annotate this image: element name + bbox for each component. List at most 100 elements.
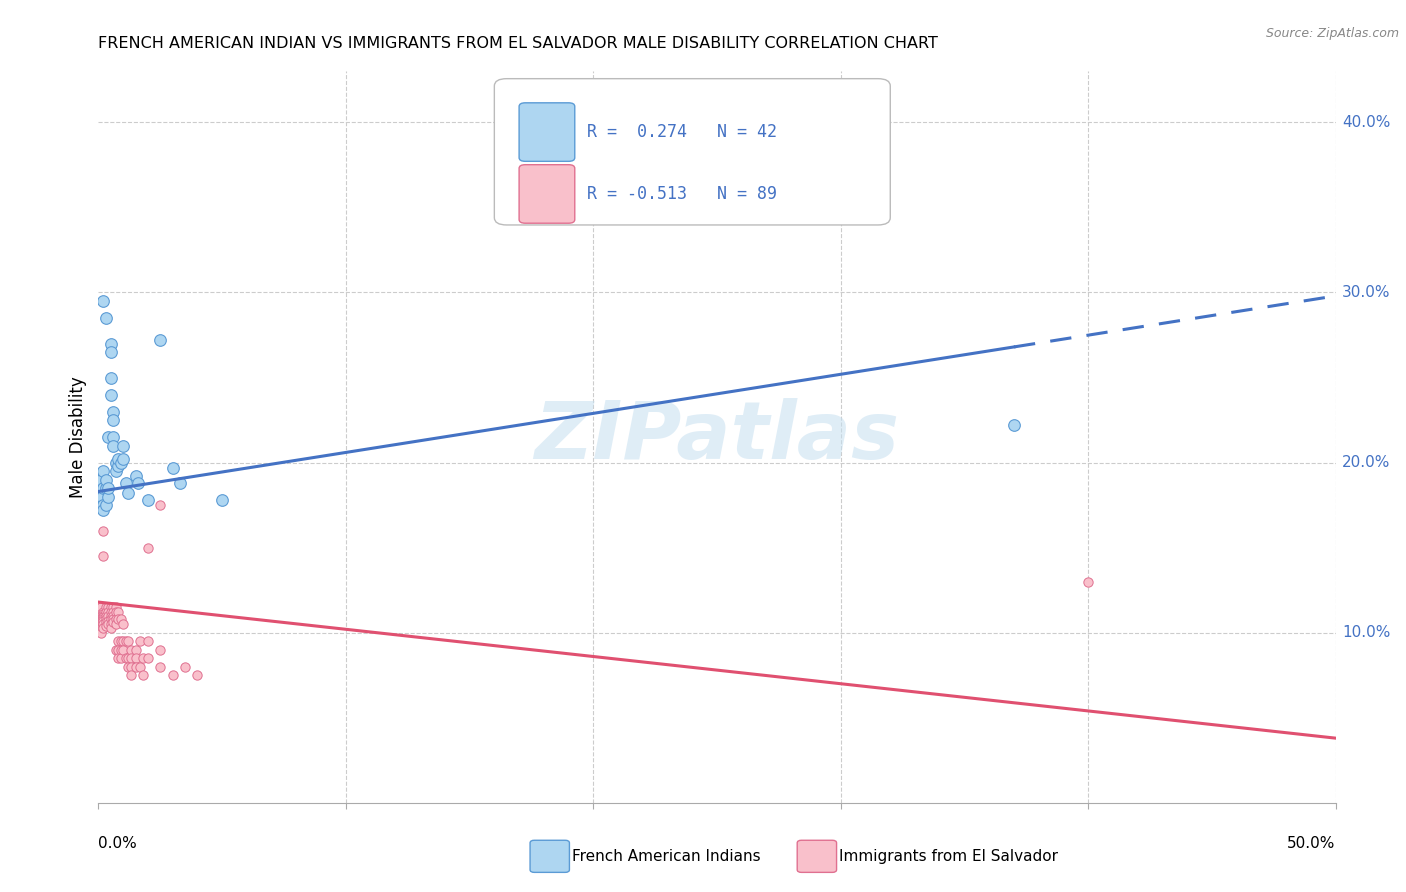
Text: 30.0%: 30.0%: [1341, 285, 1391, 300]
Point: [90, 498, 112, 512]
Point: [174, 659, 197, 673]
Point: [103, 608, 125, 623]
Point: [104, 605, 127, 619]
Point: [100, 336, 122, 351]
Text: FRENCH AMERICAN INDIAN VS IMMIGRANTS FROM EL SALVADOR MALE DISABILITY CORRELATIO: FRENCH AMERICAN INDIAN VS IMMIGRANTS FRO…: [98, 36, 938, 51]
Point: [100, 370, 122, 384]
Point: [94, 600, 117, 615]
Point: [136, 493, 159, 508]
Point: [132, 651, 155, 665]
Point: [129, 634, 152, 648]
Point: [94, 605, 117, 619]
FancyBboxPatch shape: [519, 103, 575, 161]
Point: [94, 498, 117, 512]
Point: [112, 642, 135, 657]
Point: [114, 634, 136, 648]
Point: [93, 549, 115, 563]
Point: [91, 490, 114, 504]
Point: [100, 600, 122, 615]
Point: [103, 413, 125, 427]
Point: [91, 498, 114, 512]
Point: [127, 475, 149, 490]
Point: [117, 659, 139, 673]
Point: [117, 486, 139, 500]
Point: [93, 605, 115, 619]
Point: [90, 621, 112, 635]
Point: [100, 612, 122, 626]
Point: [112, 452, 135, 467]
Point: [94, 481, 117, 495]
Point: [103, 430, 125, 444]
Point: [97, 605, 120, 619]
Point: [149, 333, 172, 347]
Point: [90, 625, 112, 640]
Point: [107, 612, 129, 626]
Point: [124, 469, 146, 483]
Point: [100, 617, 122, 632]
FancyBboxPatch shape: [519, 165, 575, 223]
Text: Immigrants from El Salvador: Immigrants from El Salvador: [839, 849, 1059, 863]
Text: 0.0%: 0.0%: [98, 836, 138, 851]
Point: [93, 607, 115, 621]
Point: [94, 619, 117, 633]
Point: [149, 659, 172, 673]
Point: [110, 612, 132, 626]
Point: [120, 659, 142, 673]
Text: 40.0%: 40.0%: [1341, 115, 1391, 130]
Point: [103, 605, 125, 619]
Point: [93, 524, 115, 538]
Point: [120, 651, 142, 665]
Point: [110, 634, 132, 648]
Point: [94, 608, 117, 623]
Point: [90, 617, 112, 632]
Point: [90, 619, 112, 633]
Point: [124, 642, 146, 657]
Point: [90, 621, 112, 635]
Point: [149, 642, 172, 657]
Point: [100, 605, 122, 619]
Point: [124, 651, 146, 665]
Point: [100, 387, 122, 401]
Point: [100, 608, 122, 623]
Point: [90, 615, 112, 630]
Point: [90, 600, 112, 615]
Point: [93, 293, 115, 308]
Text: 20.0%: 20.0%: [1341, 455, 1391, 470]
Point: [97, 617, 120, 632]
Point: [93, 608, 115, 623]
Point: [100, 345, 122, 359]
Point: [110, 456, 132, 470]
Point: [97, 614, 120, 628]
Point: [1002, 418, 1025, 433]
Point: [114, 475, 136, 490]
Text: ZIPatlas: ZIPatlas: [534, 398, 900, 476]
Text: R = -0.513   N = 89: R = -0.513 N = 89: [588, 185, 778, 203]
Point: [124, 659, 146, 673]
Point: [103, 612, 125, 626]
Point: [110, 651, 132, 665]
Point: [93, 481, 115, 495]
Point: [90, 608, 112, 623]
Point: [104, 456, 127, 470]
Text: 50.0%: 50.0%: [1288, 836, 1336, 851]
Point: [132, 668, 155, 682]
Y-axis label: Male Disability: Male Disability: [69, 376, 87, 498]
Point: [110, 642, 132, 657]
Text: R =  0.274   N = 42: R = 0.274 N = 42: [588, 123, 778, 141]
Text: 10.0%: 10.0%: [1341, 625, 1391, 640]
Point: [162, 460, 184, 475]
Point: [112, 439, 135, 453]
Point: [120, 651, 142, 665]
FancyBboxPatch shape: [495, 78, 890, 225]
Point: [107, 605, 129, 619]
Point: [90, 473, 112, 487]
Point: [93, 498, 115, 512]
Point: [107, 452, 129, 467]
Point: [94, 311, 117, 326]
Point: [103, 615, 125, 630]
Point: [107, 642, 129, 657]
Point: [169, 475, 191, 490]
Point: [94, 473, 117, 487]
Point: [104, 600, 127, 615]
Point: [103, 600, 125, 615]
